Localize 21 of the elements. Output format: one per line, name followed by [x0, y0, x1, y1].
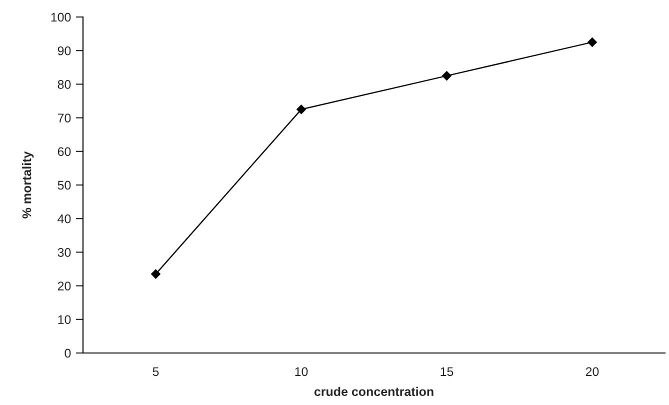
point — [151, 269, 160, 279]
y-tick-label: 30 — [58, 248, 71, 257]
x-tick-label: 5 — [152, 367, 159, 376]
y-tick-label: 80 — [58, 80, 71, 89]
y-tick-label: 100 — [51, 12, 71, 22]
y-tick-label: 50 — [58, 180, 71, 190]
y-tick-label: 0 — [64, 348, 71, 358]
x-tick-label: 10 — [295, 367, 308, 376]
x-axis-title: crude concentration — [314, 386, 434, 396]
point — [588, 38, 597, 47]
y-tick-label: 60 — [58, 147, 71, 156]
y-axis-title: % mortality — [22, 151, 34, 218]
point — [296, 104, 306, 114]
point — [442, 71, 452, 80]
x-tick-label: 15 — [440, 367, 454, 376]
y-tick-label: 10 — [58, 315, 71, 324]
y-tick-label: 20 — [58, 282, 71, 290]
x-tick-label: 20 — [586, 367, 599, 376]
y-tick-label: 70 — [58, 114, 71, 122]
y-tick-label: 40 — [58, 214, 71, 224]
y-tick-label: 90 — [58, 46, 71, 56]
